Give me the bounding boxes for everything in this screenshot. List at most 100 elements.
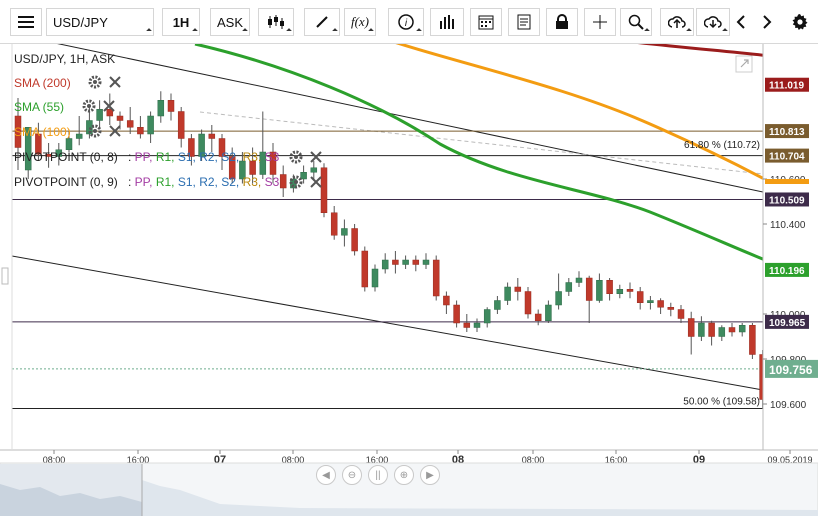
candle[interactable]: [647, 296, 654, 310]
zoom-button[interactable]: [620, 8, 652, 36]
zoom-in-button[interactable]: ⊕: [394, 465, 414, 485]
price-type-selector[interactable]: ASK: [210, 8, 250, 36]
close-icon[interactable]: [109, 76, 121, 88]
candle[interactable]: [626, 282, 634, 299]
candle[interactable]: [718, 325, 726, 341]
candle[interactable]: [657, 298, 664, 314]
candle[interactable]: [381, 253, 389, 274]
candle[interactable]: [473, 318, 481, 333]
lock-button[interactable]: [546, 8, 578, 36]
candle[interactable]: [687, 311, 695, 355]
candle[interactable]: [371, 264, 379, 292]
candle[interactable]: [24, 127, 32, 179]
chart-area[interactable]: 61.80 % (110.72)50.00 % (109.58)110.6001…: [0, 44, 818, 517]
sma-55-line[interactable]: [194, 44, 770, 262]
candle[interactable]: [402, 255, 409, 270]
candle[interactable]: [555, 273, 562, 310]
candle[interactable]: [636, 287, 644, 310]
candle[interactable]: [565, 278, 573, 296]
reset-view-button[interactable]: ||: [368, 465, 388, 485]
symbol-selector[interactable]: USD/JPY: [46, 8, 154, 36]
price-chart[interactable]: 61.80 % (110.72)50.00 % (109.58)110.6001…: [0, 44, 818, 517]
close-icon[interactable]: [310, 176, 322, 188]
candle[interactable]: [392, 251, 399, 274]
candle[interactable]: [188, 134, 195, 166]
draw-button[interactable]: [304, 8, 340, 36]
candle[interactable]: [75, 116, 83, 146]
close-icon[interactable]: [103, 100, 115, 112]
expand-icon[interactable]: [735, 55, 753, 73]
upload-button[interactable]: [660, 8, 694, 36]
candle[interactable]: [65, 129, 73, 153]
candle[interactable]: [504, 282, 511, 306]
gear-icon[interactable]: [82, 99, 96, 113]
candle[interactable]: [126, 107, 134, 134]
indicators-button[interactable]: f(x): [344, 8, 376, 36]
gear-icon[interactable]: [289, 150, 303, 164]
candle[interactable]: [208, 125, 216, 152]
candle[interactable]: [330, 206, 338, 240]
close-icon[interactable]: [109, 125, 121, 137]
candle[interactable]: [341, 219, 348, 247]
scroll-right-button[interactable]: ▶: [420, 465, 440, 485]
candle[interactable]: [453, 300, 460, 328]
sma-55-controls[interactable]: [82, 99, 115, 113]
candle[interactable]: [483, 307, 491, 328]
candle[interactable]: [677, 305, 685, 323]
pivot-9-controls[interactable]: [289, 175, 322, 189]
menu-button[interactable]: [10, 8, 42, 36]
candle[interactable]: [749, 323, 756, 359]
crosshair-button[interactable]: [584, 8, 616, 36]
candle[interactable]: [198, 129, 205, 162]
candle[interactable]: [443, 291, 450, 315]
candle[interactable]: [432, 255, 440, 301]
candle[interactable]: [228, 147, 236, 184]
candle[interactable]: [412, 255, 420, 272]
pivot-8-controls[interactable]: [289, 150, 322, 164]
candle[interactable]: [585, 275, 593, 323]
candle[interactable]: [137, 116, 144, 139]
candle[interactable]: [157, 91, 165, 123]
info-button[interactable]: i: [388, 8, 424, 36]
next-button[interactable]: [756, 8, 778, 36]
trendline-dashed[interactable]: [199, 111, 763, 175]
candle[interactable]: [596, 273, 603, 303]
gear-icon[interactable]: [88, 124, 102, 138]
candle[interactable]: [167, 93, 175, 121]
sma-200-line[interactable]: [520, 44, 770, 57]
candle[interactable]: [320, 163, 328, 218]
candle[interactable]: [147, 111, 154, 144]
download-button[interactable]: [696, 8, 730, 36]
prev-button[interactable]: [730, 8, 752, 36]
candle[interactable]: [45, 143, 52, 168]
sma-100-controls[interactable]: [88, 124, 121, 138]
candle[interactable]: [524, 287, 532, 319]
volume-button[interactable]: [430, 8, 464, 36]
settings-button[interactable]: [788, 8, 812, 36]
close-icon[interactable]: [310, 151, 322, 163]
candle[interactable]: [728, 323, 736, 337]
candle[interactable]: [606, 278, 613, 301]
candle[interactable]: [667, 302, 675, 317]
candle[interactable]: [14, 98, 22, 170]
candle[interactable]: [239, 152, 246, 184]
candle[interactable]: [545, 300, 552, 324]
candle[interactable]: [514, 278, 522, 301]
sma-200-controls[interactable]: [88, 75, 121, 89]
candle[interactable]: [259, 111, 267, 180]
scroll-handle[interactable]: [1, 267, 9, 285]
candle[interactable]: [55, 143, 63, 166]
candle[interactable]: [698, 316, 705, 341]
candle[interactable]: [300, 165, 307, 184]
candle[interactable]: [494, 296, 501, 314]
scroll-left-button[interactable]: ◀: [316, 465, 336, 485]
candle[interactable]: [310, 161, 318, 179]
candle[interactable]: [218, 134, 226, 170]
timeframe-selector[interactable]: 1H: [162, 8, 200, 36]
candle[interactable]: [361, 246, 369, 292]
gear-icon[interactable]: [289, 175, 303, 189]
candle[interactable]: [422, 253, 430, 269]
sma-100-line[interactable]: [370, 44, 770, 182]
calendar-button[interactable]: [470, 8, 502, 36]
candle[interactable]: [249, 147, 256, 184]
